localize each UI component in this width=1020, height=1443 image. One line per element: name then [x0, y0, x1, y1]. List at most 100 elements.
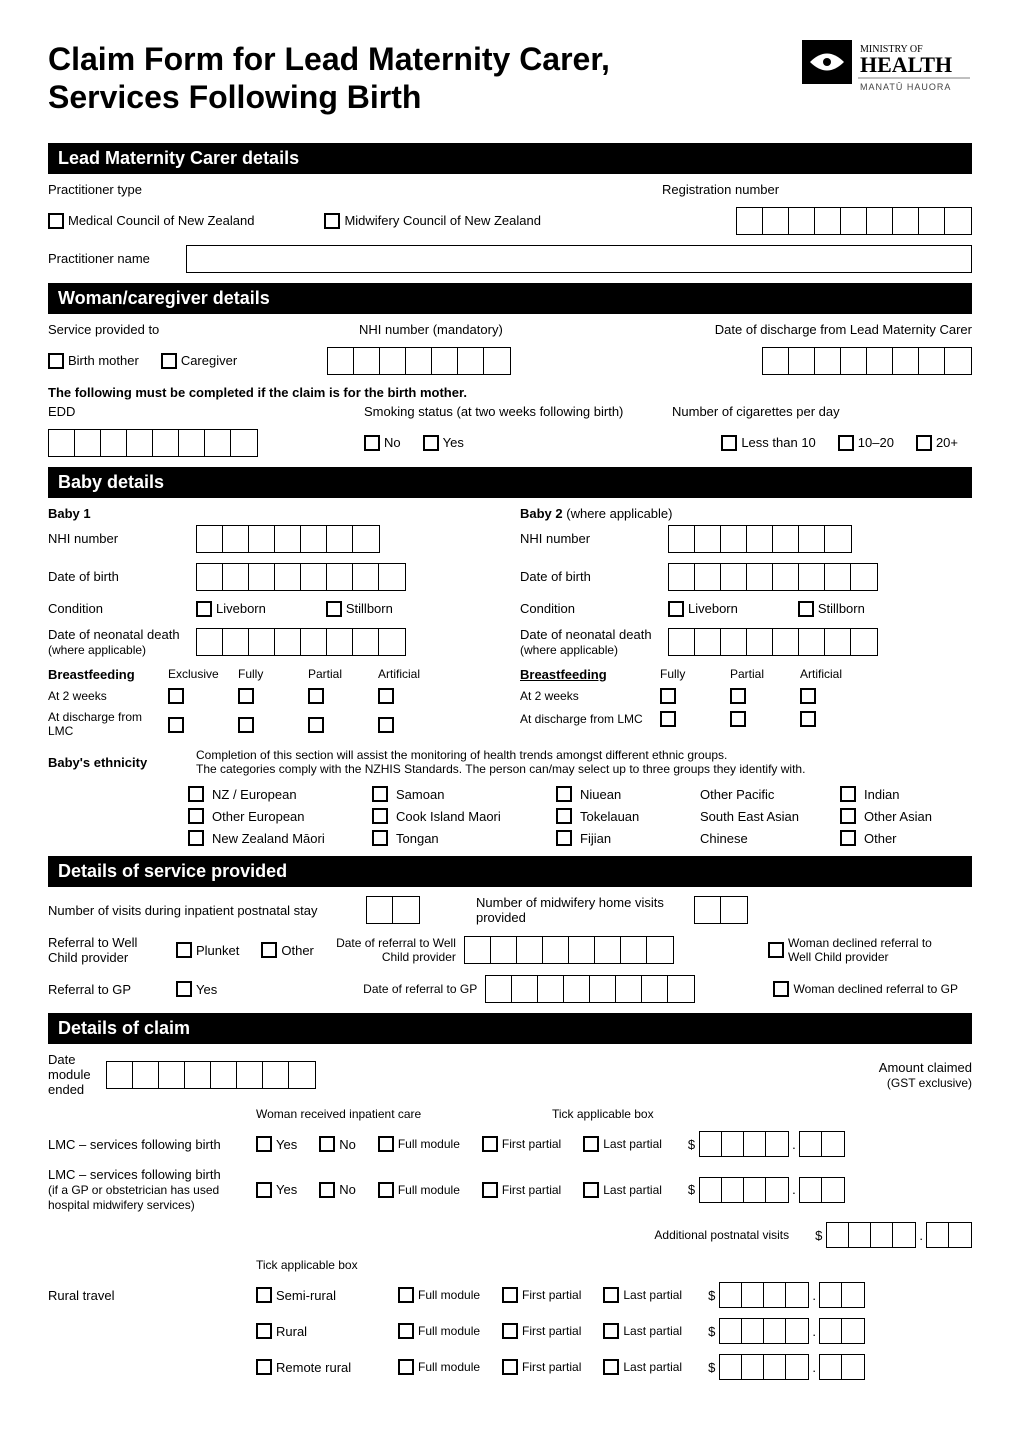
cig-20p-checkbox[interactable]: 20+ [916, 435, 958, 451]
baby1-dis-partial[interactable] [308, 717, 324, 733]
baby1-2w-artificial[interactable] [378, 688, 394, 704]
baby1-dis-exclusive[interactable] [168, 717, 184, 733]
baby2-2w-artificial[interactable] [800, 688, 816, 704]
lmc-hosp-last[interactable]: Last partial [583, 1182, 662, 1198]
baby2-dis-artificial[interactable] [800, 711, 816, 727]
declined-wc-checkbox[interactable]: Woman declined referral to Well Child pr… [768, 936, 958, 964]
other-checkbox[interactable]: Other [261, 942, 314, 958]
eth-othereu-cb[interactable] [188, 808, 204, 824]
sr-last[interactable]: Last partial [603, 1287, 682, 1303]
r-last[interactable]: Last partial [603, 1323, 682, 1339]
baby1-neonatal-note: (where applicable) [48, 643, 146, 657]
baby1-dis-fully[interactable] [238, 717, 254, 733]
date-module-input[interactable] [106, 1061, 316, 1089]
baby2-dob-input[interactable] [668, 563, 878, 591]
lmc-hosp-amount[interactable]: $. [684, 1177, 845, 1203]
baby1-nhi-input[interactable] [196, 525, 380, 553]
baby1-neonatal-input[interactable] [196, 628, 406, 656]
ref-gp-yes-checkbox[interactable]: Yes [176, 981, 217, 997]
section-service: Details of service provided [48, 856, 972, 887]
mcnz-checkbox[interactable]: Medical Council of New Zealand [48, 213, 254, 229]
inpatient-visits-label: Number of visits during inpatient postna… [48, 903, 358, 918]
r-amount[interactable]: $. [704, 1318, 865, 1344]
nhi-input[interactable] [327, 347, 511, 375]
cig-lt10-checkbox[interactable]: Less than 10 [721, 435, 815, 451]
title-line-2: Services Following Birth [48, 79, 421, 115]
r-first[interactable]: First partial [502, 1323, 581, 1339]
sr-full[interactable]: Full module [398, 1287, 480, 1303]
svg-text:MANATŪ HAUORA: MANATŪ HAUORA [860, 82, 951, 92]
semi-rural-cb[interactable]: Semi-rural [256, 1287, 376, 1303]
baby2-liveborn-checkbox[interactable]: Liveborn [668, 601, 738, 617]
lmc-hosp-full[interactable]: Full module [378, 1182, 460, 1198]
service-provided-to-label: Service provided to [48, 322, 213, 337]
page-header: Claim Form for Lead Maternity Carer, Ser… [48, 40, 972, 125]
rr-amount[interactable]: $. [704, 1354, 865, 1380]
lmc-fb-full[interactable]: Full module [378, 1136, 460, 1152]
baby2-stillborn-checkbox[interactable]: Stillborn [798, 601, 865, 617]
baby2-dis-fully[interactable] [660, 711, 676, 727]
birth-mother-checkbox[interactable]: Birth mother [48, 353, 139, 369]
baby2-dis-partial[interactable] [730, 711, 746, 727]
remote-cb[interactable]: Remote rural [256, 1359, 376, 1375]
practitioner-name-input[interactable] [186, 245, 972, 273]
baby2-2w-partial[interactable] [730, 688, 746, 704]
rr-last[interactable]: Last partial [603, 1359, 682, 1375]
midwifery-checkbox[interactable]: Midwifery Council of New Zealand [324, 213, 541, 229]
r-full[interactable]: Full module [398, 1323, 480, 1339]
rural-cb[interactable]: Rural [256, 1323, 376, 1339]
caregiver-checkbox[interactable]: Caregiver [161, 353, 237, 369]
baby1-liveborn-checkbox[interactable]: Liveborn [196, 601, 266, 617]
rr-first[interactable]: First partial [502, 1359, 581, 1375]
date-ref-gp-input[interactable] [485, 975, 695, 1003]
lmc-fb-yes[interactable]: Yes [256, 1136, 297, 1152]
baby1-nhi-label: NHI number [48, 531, 188, 546]
discharge-date-input[interactable] [762, 347, 972, 375]
baby2-2w-fully[interactable] [660, 688, 676, 704]
eth-nz-cb[interactable] [188, 786, 204, 802]
baby1-2w-fully[interactable] [238, 688, 254, 704]
baby1-2w-exclusive[interactable] [168, 688, 184, 704]
lmc-hosp-yes[interactable]: Yes [256, 1182, 297, 1198]
eth-indian-cb[interactable] [840, 786, 856, 802]
eth-maori-cb[interactable] [188, 830, 204, 846]
eth-fijian-cb[interactable] [556, 830, 572, 846]
smoking-no-checkbox[interactable]: No [364, 435, 401, 451]
sr-amount[interactable]: $. [704, 1282, 865, 1308]
add-visits-label: Additional postnatal visits [654, 1228, 789, 1242]
date-ref-wc-input[interactable] [464, 936, 674, 964]
plunket-checkbox[interactable]: Plunket [176, 942, 239, 958]
baby1-stillborn-checkbox[interactable]: Stillborn [326, 601, 393, 617]
baby1-dis-artificial[interactable] [378, 717, 394, 733]
baby1-dob-input[interactable] [196, 563, 406, 591]
lmc-hosp-no[interactable]: No [319, 1182, 356, 1198]
add-visits-amount[interactable]: $. [811, 1222, 972, 1248]
eth-tokelauan-cb[interactable] [556, 808, 572, 824]
declined-gp-checkbox[interactable]: Woman declined referral to GP [773, 981, 958, 997]
eth-cook-cb[interactable] [372, 808, 388, 824]
rr-full[interactable]: Full module [398, 1359, 480, 1375]
eth-samoan-cb[interactable] [372, 786, 388, 802]
lmc-fb-last[interactable]: Last partial [583, 1136, 662, 1152]
sr-first[interactable]: First partial [502, 1287, 581, 1303]
edd-input[interactable] [48, 429, 258, 457]
inpatient-visits-input[interactable] [366, 896, 420, 924]
lmc-fb-first[interactable]: First partial [482, 1136, 561, 1152]
tick-box-label: Tick applicable box [552, 1107, 654, 1121]
practitioner-type-label: Practitioner type [48, 182, 142, 197]
eth-otherasian-cb[interactable] [840, 808, 856, 824]
eth-other-cb[interactable] [840, 830, 856, 846]
baby1-2w-partial[interactable] [308, 688, 324, 704]
smoking-yes-checkbox[interactable]: Yes [423, 435, 464, 451]
eth-tongan-cb[interactable] [372, 830, 388, 846]
lmc-hosp-first[interactable]: First partial [482, 1182, 561, 1198]
baby2-neonatal-input[interactable] [668, 628, 878, 656]
reg-number-input[interactable] [736, 207, 972, 235]
home-visits-input[interactable] [694, 896, 748, 924]
baby2-nhi-input[interactable] [668, 525, 852, 553]
cig-10-20-checkbox[interactable]: 10–20 [838, 435, 894, 451]
lmc-fb-amount[interactable]: $. [684, 1131, 845, 1157]
title-block: Claim Form for Lead Maternity Carer, Ser… [48, 40, 610, 125]
eth-niuean-cb[interactable] [556, 786, 572, 802]
lmc-fb-no[interactable]: No [319, 1136, 356, 1152]
